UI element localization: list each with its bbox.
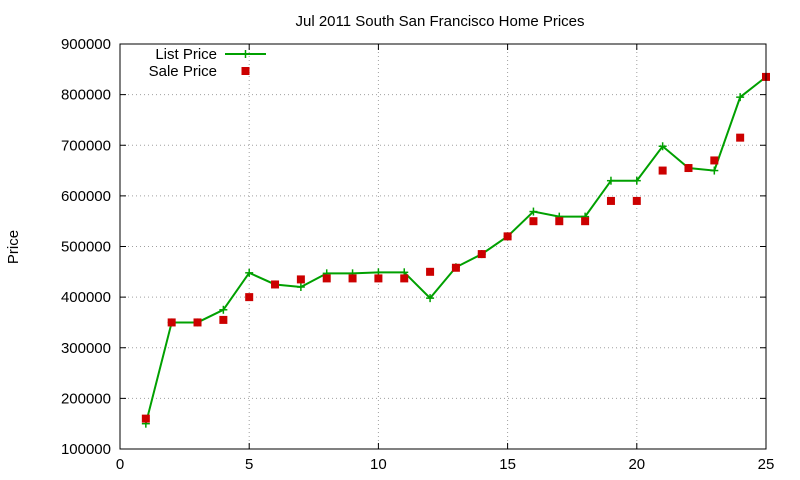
sale-price-point [219,315,228,324]
y-tick-label: 800000 [61,87,111,104]
list-price-point [632,176,641,185]
sale-price-point [374,274,383,283]
list-price-point [710,166,719,175]
chart-title: Jul 2011 South San Francisco Home Prices [295,13,584,30]
y-axis-label: Price [5,230,22,264]
sale-price-point [555,217,564,226]
x-tick-label: 5 [245,456,253,473]
sale-price-point [141,414,150,423]
sale-price-point [658,166,667,175]
list-price-point [219,305,228,314]
sale-price-point [296,275,305,284]
list-price-point [529,207,538,216]
legend-label-list-price: List Price [155,46,217,63]
list-price-point [245,268,254,277]
list-price-line [144,76,767,424]
y-tick-label: 700000 [61,137,111,154]
x-tick-label: 15 [499,456,516,473]
y-tick-label: 900000 [61,36,111,53]
sale-price-point [245,293,254,302]
sale-price-point [606,196,615,205]
sale-price-point [581,217,590,226]
y-tick-label: 500000 [61,239,111,256]
sale-price-point [529,217,538,226]
legend-swatch-sale-price [241,67,250,75]
tick-labels: 0 5 10 15 20 25 100000 200000 300000 400000 500000… [61,36,774,473]
sale-price-point [503,232,512,241]
sale-price-point [400,274,409,283]
series-layer [141,72,770,428]
list-price-point [658,142,667,151]
plot-frame [119,43,767,450]
y-tick-label: 400000 [61,289,111,306]
sale-price-point [322,274,331,283]
x-tick-label: 20 [628,456,645,473]
y-tick-label: 200000 [61,390,111,407]
sale-price-point [684,164,693,173]
y-tick-label: 100000 [61,441,111,458]
list-price-point [606,176,615,185]
sale-price-point [451,263,460,272]
sale-price-point [736,133,745,142]
legend-label-sale-price: Sale Price [149,63,217,80]
y-tick-label: 300000 [61,340,111,357]
sale-price-point [426,267,435,276]
sale-price-point [710,156,719,165]
y-tick-label: 600000 [61,188,111,205]
x-tick-label: 25 [758,456,775,473]
sale-price-point [632,196,641,205]
x-tick-label: 0 [116,456,124,473]
sale-price-point [477,250,486,259]
x-tick-label: 10 [370,456,387,473]
sale-price-point [167,318,176,327]
gridlines [120,44,766,449]
sale-price-point [271,280,280,289]
list-price-point [426,294,435,303]
sale-price-point [348,274,357,283]
list-price-point [296,283,305,291]
list-price-point [736,93,745,102]
sale-price-point [193,318,202,327]
